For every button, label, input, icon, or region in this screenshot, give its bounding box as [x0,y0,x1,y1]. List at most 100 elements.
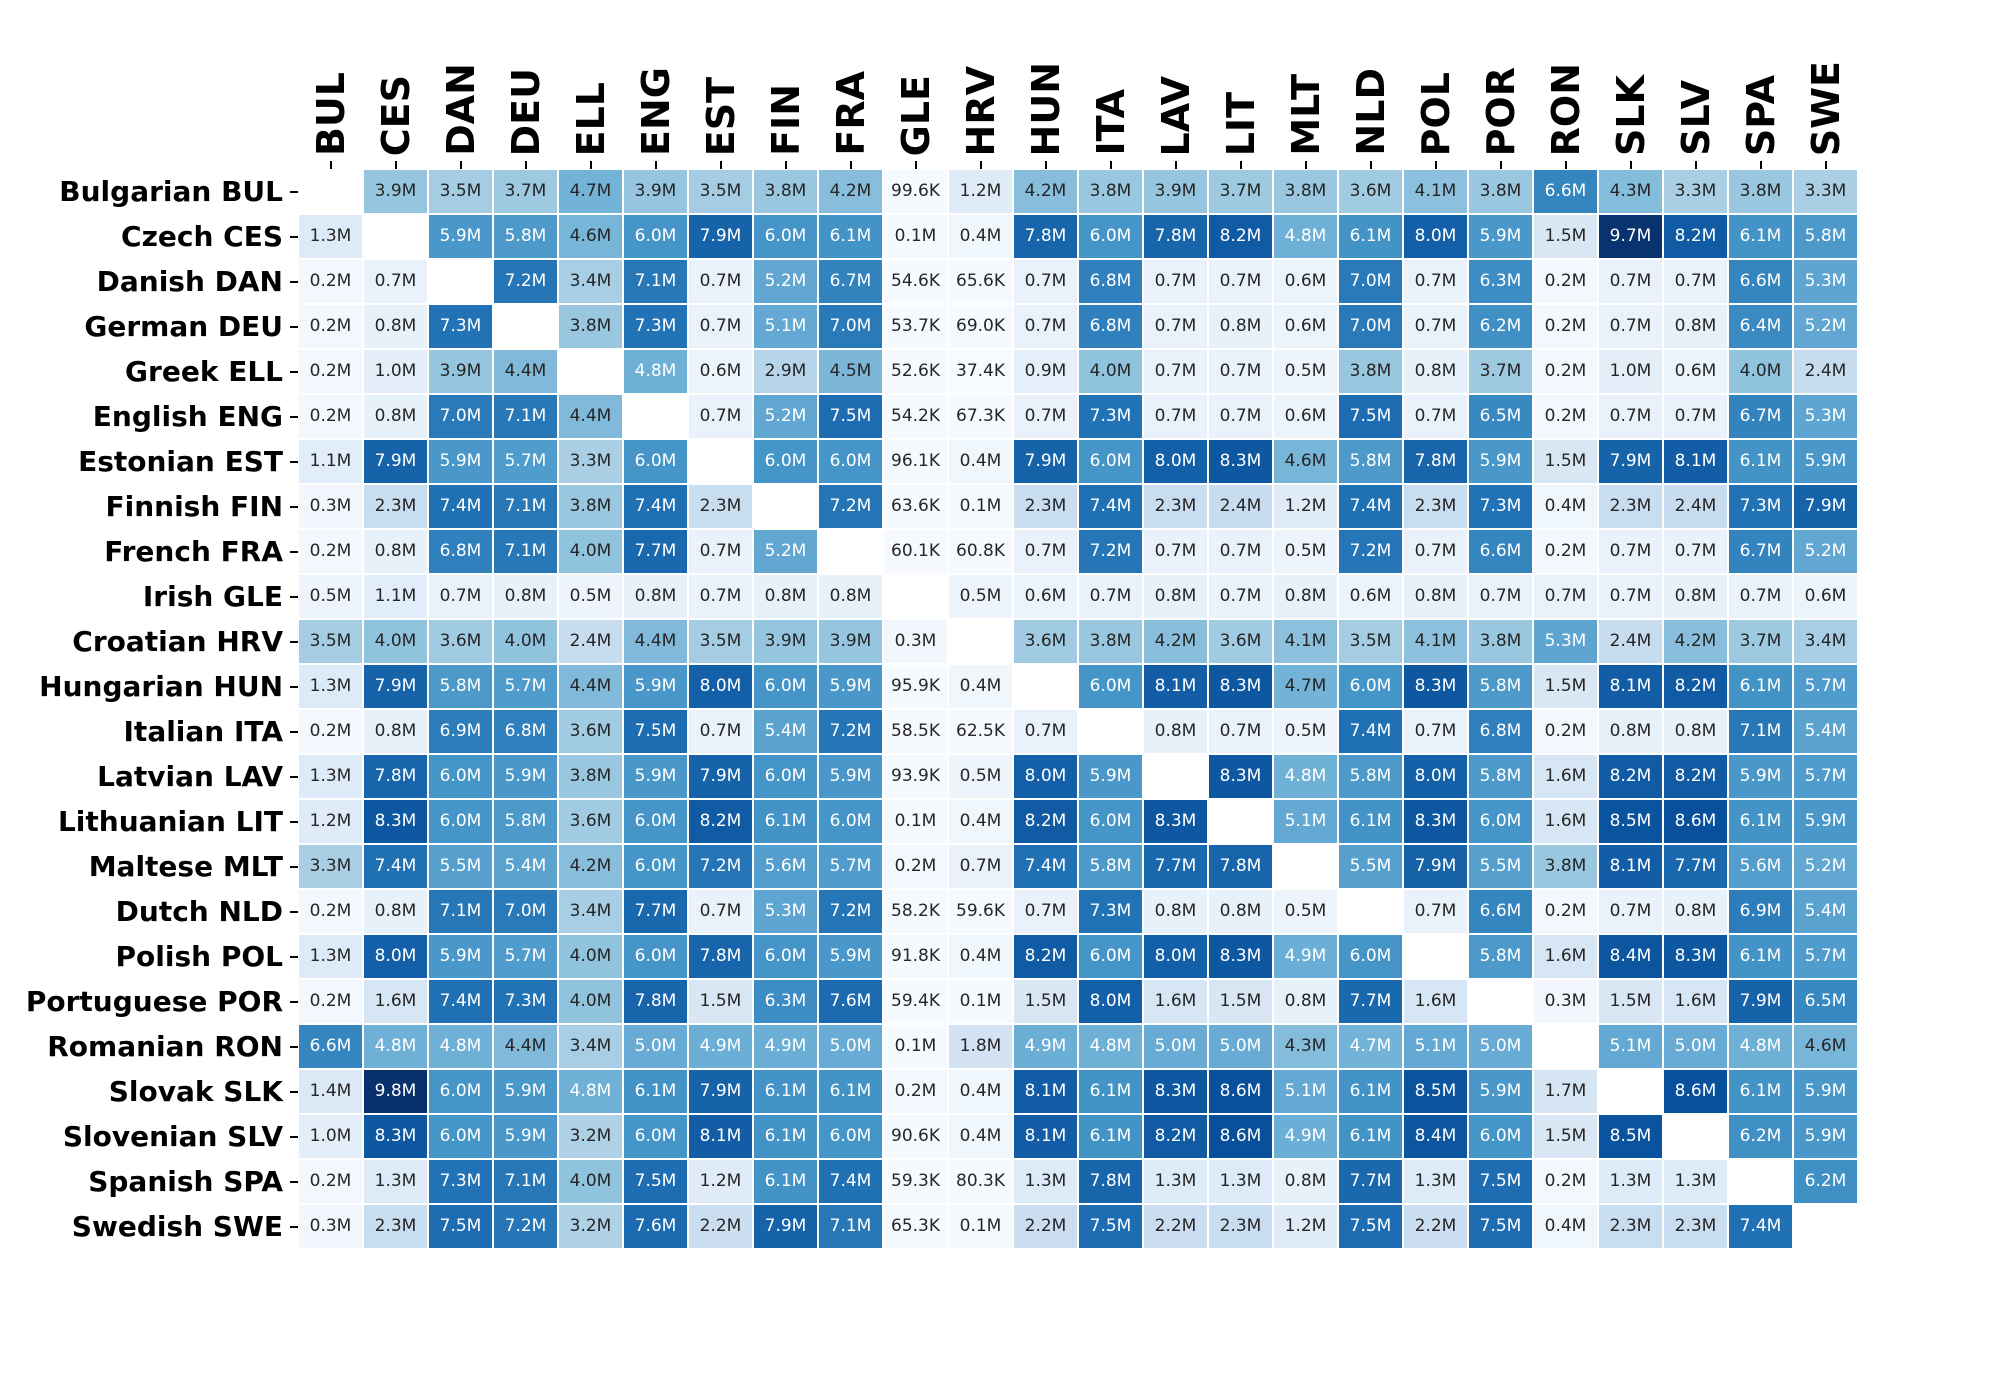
heatmap-cell: 0.8M [1273,979,1338,1024]
heatmap-cell: 8.4M [1403,1114,1468,1159]
heatmap-cell: 1.6M [1533,934,1598,979]
heatmap-cell: 6.7M [1728,529,1793,574]
heatmap-cell: 0.7M [1728,574,1793,619]
heatmap-cell: 8.2M [1143,1114,1208,1159]
heatmap-cell: 7.1M [493,529,558,574]
heatmap-cell: 8.5M [1403,1069,1468,1114]
column-headers: BUL CES DAN DEU ELL ENG EST FIN FRA GLE HRV HUN ITA L… [298,0,1858,169]
y-axis-tick [290,1135,298,1138]
row-label-pol: Polish POL [0,934,298,979]
heatmap-cell: 6.1M [1338,214,1403,259]
heatmap-cell: 3.6M [1013,619,1078,664]
y-axis-tick [290,820,298,823]
x-axis-tick [1759,161,1762,169]
heatmap-cell: 7.8M [688,934,753,979]
heatmap-cell: 3.2M [558,1204,623,1249]
heatmap-cell: 8.0M [363,934,428,979]
heatmap-cell: 1.0M [363,349,428,394]
heatmap-cell [1338,889,1403,934]
heatmap-cell: 3.6M [558,799,623,844]
heatmap-cell: 0.7M [1208,709,1273,754]
heatmap-cell: 7.9M [1598,439,1663,484]
heatmap-cell: 1.6M [1403,979,1468,1024]
heatmap-cell: 5.2M [1793,529,1858,574]
heatmap-cell: 0.7M [1013,709,1078,754]
heatmap-cell: 0.7M [1208,574,1273,619]
heatmap-cell: 7.2M [493,1204,558,1249]
heatmap-cell: 3.5M [688,619,753,664]
heatmap-cell: 5.1M [1273,799,1338,844]
heatmap-cell: 0.2M [1533,529,1598,574]
heatmap-cell: 0.2M [298,529,363,574]
heatmap-cell: 5.1M [753,304,818,349]
heatmap-cell: 5.1M [1403,1024,1468,1069]
heatmap-cell: 0.4M [1533,484,1598,529]
heatmap-cell: 1.2M [1273,1204,1338,1249]
heatmap-cell: 0.4M [948,439,1013,484]
y-axis-tick [290,640,298,643]
heatmap-cell: 6.0M [428,754,493,799]
heatmap-cell: 5.9M [1468,439,1533,484]
heatmap-cell: 3.9M [623,169,688,214]
heatmap-cell: 8.3M [363,1114,428,1159]
heatmap-cell: 1.3M [298,754,363,799]
column-header-ron: RON [1533,0,1598,169]
heatmap-cell: 1.3M [1208,1159,1273,1204]
heatmap-cell: 5.9M [1728,754,1793,799]
heatmap-cell: 3.4M [558,889,623,934]
heatmap-cell: 6.8M [1078,259,1143,304]
row-label-eng: English ENG [0,394,298,439]
heatmap-cell: 8.1M [1013,1069,1078,1114]
heatmap-cell [753,484,818,529]
heatmap-cell: 5.4M [493,844,558,889]
row-label-text: Slovak SLK [108,1075,283,1108]
heatmap-cell: 54.6K [883,259,948,304]
heatmap-cell: 58.2K [883,889,948,934]
y-axis-tick [290,505,298,508]
column-header-label: SPA [1738,74,1783,156]
heatmap-cell: 8.0M [1403,754,1468,799]
heatmap-cell [1663,1114,1728,1159]
heatmap-cell [1533,1024,1598,1069]
heatmap-cell: 7.5M [818,394,883,439]
heatmap-cell: 5.9M [623,754,688,799]
heatmap-cell: 2.4M [1793,349,1858,394]
y-axis-tick [290,1180,298,1183]
column-header-label: SWE [1803,60,1848,156]
heatmap-cell: 9.8M [363,1069,428,1114]
heatmap-cell: 0.4M [948,664,1013,709]
heatmap-cell: 7.1M [818,1204,883,1249]
y-axis-tick [290,1090,298,1093]
x-axis-tick [849,161,852,169]
heatmap-cell: 1.6M [1533,754,1598,799]
heatmap-cell: 4.0M [1728,349,1793,394]
heatmap-cell: 4.1M [1273,619,1338,664]
heatmap-cell: 3.9M [363,169,428,214]
heatmap-cell: 5.9M [428,214,493,259]
heatmap-cell: 1.5M [1533,214,1598,259]
heatmap-cell: 0.6M [1663,349,1728,394]
row-label-text: Romanian RON [47,1030,283,1063]
heatmap-cell: 6.0M [623,1114,688,1159]
column-header-lit: LIT [1208,0,1273,169]
heatmap-cell: 0.2M [1533,349,1598,394]
heatmap-cell: 3.8M [1078,619,1143,664]
heatmap-cell: 5.7M [1793,664,1858,709]
heatmap-cell: 0.7M [688,529,753,574]
heatmap-cell: 0.7M [363,259,428,304]
heatmap-cell: 0.5M [1273,889,1338,934]
heatmap-cell: 6.0M [623,799,688,844]
heatmap-cell: 4.7M [1273,664,1338,709]
heatmap-cell: 6.1M [1728,439,1793,484]
row-label-text: Lithuanian LIT [57,805,283,838]
heatmap-cell: 5.7M [818,844,883,889]
heatmap-cell: 80.3K [948,1159,1013,1204]
heatmap-cell: 1.3M [363,1159,428,1204]
column-header-slv: SLV [1663,0,1728,169]
heatmap-cell: 1.3M [298,664,363,709]
heatmap-cell: 6.8M [493,709,558,754]
heatmap-cell: 7.7M [1663,844,1728,889]
heatmap-cell: 3.7M [1468,349,1533,394]
x-axis-tick [1824,161,1827,169]
heatmap-cell: 6.0M [1338,934,1403,979]
